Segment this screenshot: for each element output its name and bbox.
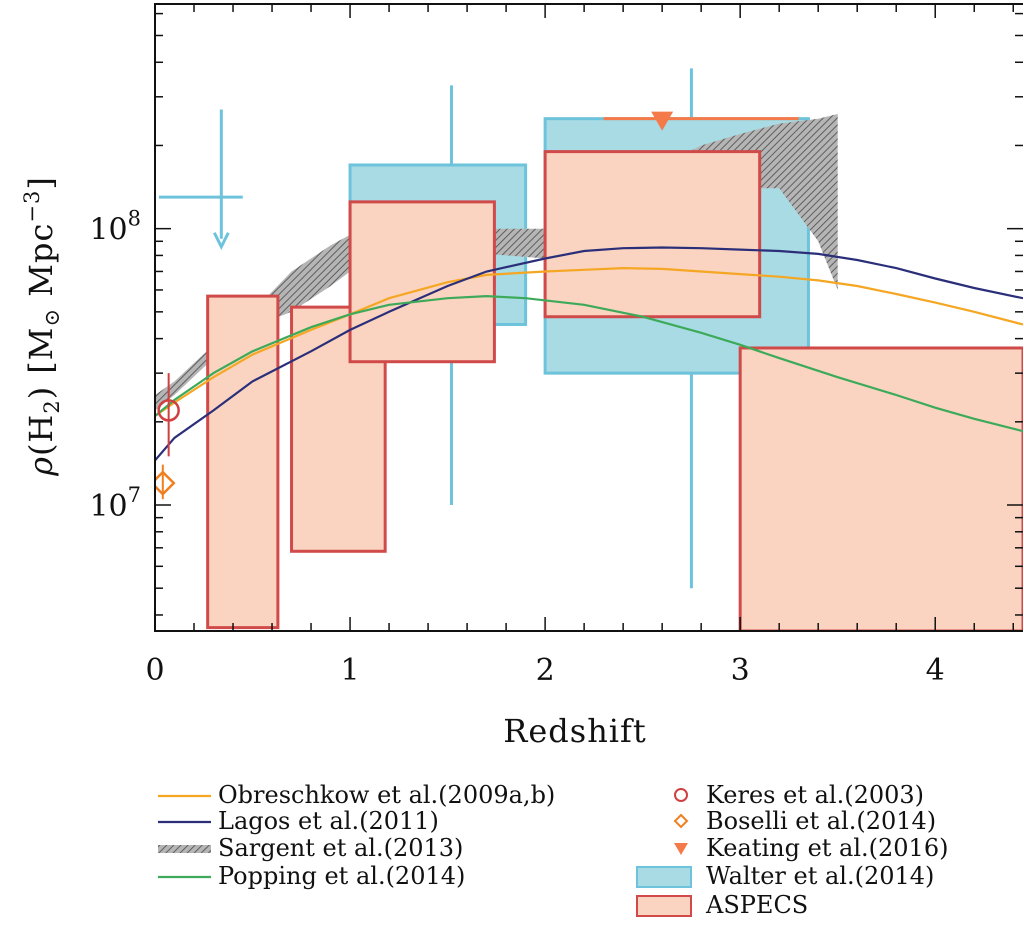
y-axis-title-sun: ⊙ bbox=[40, 308, 64, 327]
legend-label-sargent: Sargent et al.(2013) bbox=[218, 834, 463, 862]
keating-point bbox=[651, 111, 674, 131]
y-tick-label-exp: 7 bbox=[128, 483, 141, 507]
legend-swatch-aspecs bbox=[636, 895, 692, 917]
y-tick-label-base: 10 bbox=[89, 489, 127, 524]
x-tick-label: 3 bbox=[731, 653, 750, 688]
series-line-obreschkow bbox=[155, 266, 1023, 417]
y-tick-label-base: 10 bbox=[89, 213, 127, 248]
legend-swatch-boselli bbox=[673, 813, 689, 829]
legend-label-aspecs: ASPECS bbox=[705, 891, 808, 919]
plot-area bbox=[155, 68, 1023, 631]
y-tick-label: 108 bbox=[89, 207, 141, 248]
legend-label-keres: Keres et al.(2003) bbox=[706, 781, 924, 809]
y-axis-title-exp: −3 bbox=[20, 190, 44, 223]
aspecs-box-2 bbox=[348, 200, 496, 364]
legend-swatch-keating bbox=[674, 843, 688, 855]
y-axis-title-close: ) bbox=[22, 386, 60, 399]
x-tick-label: 2 bbox=[536, 653, 555, 688]
legend-swatch-sargent bbox=[158, 845, 211, 853]
y-tick-label: 107 bbox=[89, 483, 141, 524]
aspecs-box-0 bbox=[206, 294, 280, 630]
x-tick-label: 0 bbox=[145, 653, 164, 688]
legend-label-keating: Keating et al.(2016) bbox=[706, 834, 948, 862]
x-tick-label: 1 bbox=[341, 653, 360, 688]
y-tick-label-exp: 8 bbox=[128, 207, 141, 231]
legend-label-popping: Popping et al.(2014) bbox=[218, 862, 465, 890]
x-tick-label: 4 bbox=[926, 653, 945, 688]
aspecs-box-4 bbox=[738, 346, 1023, 631]
aspecs-box-3 bbox=[543, 150, 762, 319]
y-axis-title-units-pre: [M bbox=[22, 327, 60, 374]
legend-swatch-keres bbox=[674, 788, 688, 802]
y-axis-title-sub: 2 bbox=[40, 399, 64, 413]
y-axis-title: ρ(H2) [M⊙ Mpc−3] bbox=[20, 176, 64, 477]
legend-label-obreschkow: Obreschkow et al.(2009a,b) bbox=[218, 781, 555, 809]
legend-label-walter: Walter et al.(2014) bbox=[706, 862, 934, 890]
y-axis-title-rho: ρ bbox=[22, 456, 60, 477]
series-line-lagos bbox=[155, 246, 1023, 462]
series-line-popping bbox=[155, 294, 1023, 433]
walter-limit-arrow bbox=[212, 232, 230, 251]
y-axis-title-open: (H bbox=[22, 414, 60, 456]
legend: Obreschkow et al.(2009a,b)Lagos et al.(2… bbox=[158, 781, 948, 919]
legend-label-lagos: Lagos et al.(2011) bbox=[218, 807, 439, 835]
legend-swatch-walter bbox=[636, 866, 692, 888]
axes-frame bbox=[154, 3, 1023, 632]
y-axis-title-units-end: ] bbox=[22, 176, 60, 189]
keres-point bbox=[157, 399, 180, 422]
x-axis-title: Redshift bbox=[503, 712, 646, 750]
y-axis-title-units-mid: Mpc bbox=[22, 223, 60, 308]
legend-label-boselli: Boselli et al.(2014) bbox=[706, 807, 936, 835]
